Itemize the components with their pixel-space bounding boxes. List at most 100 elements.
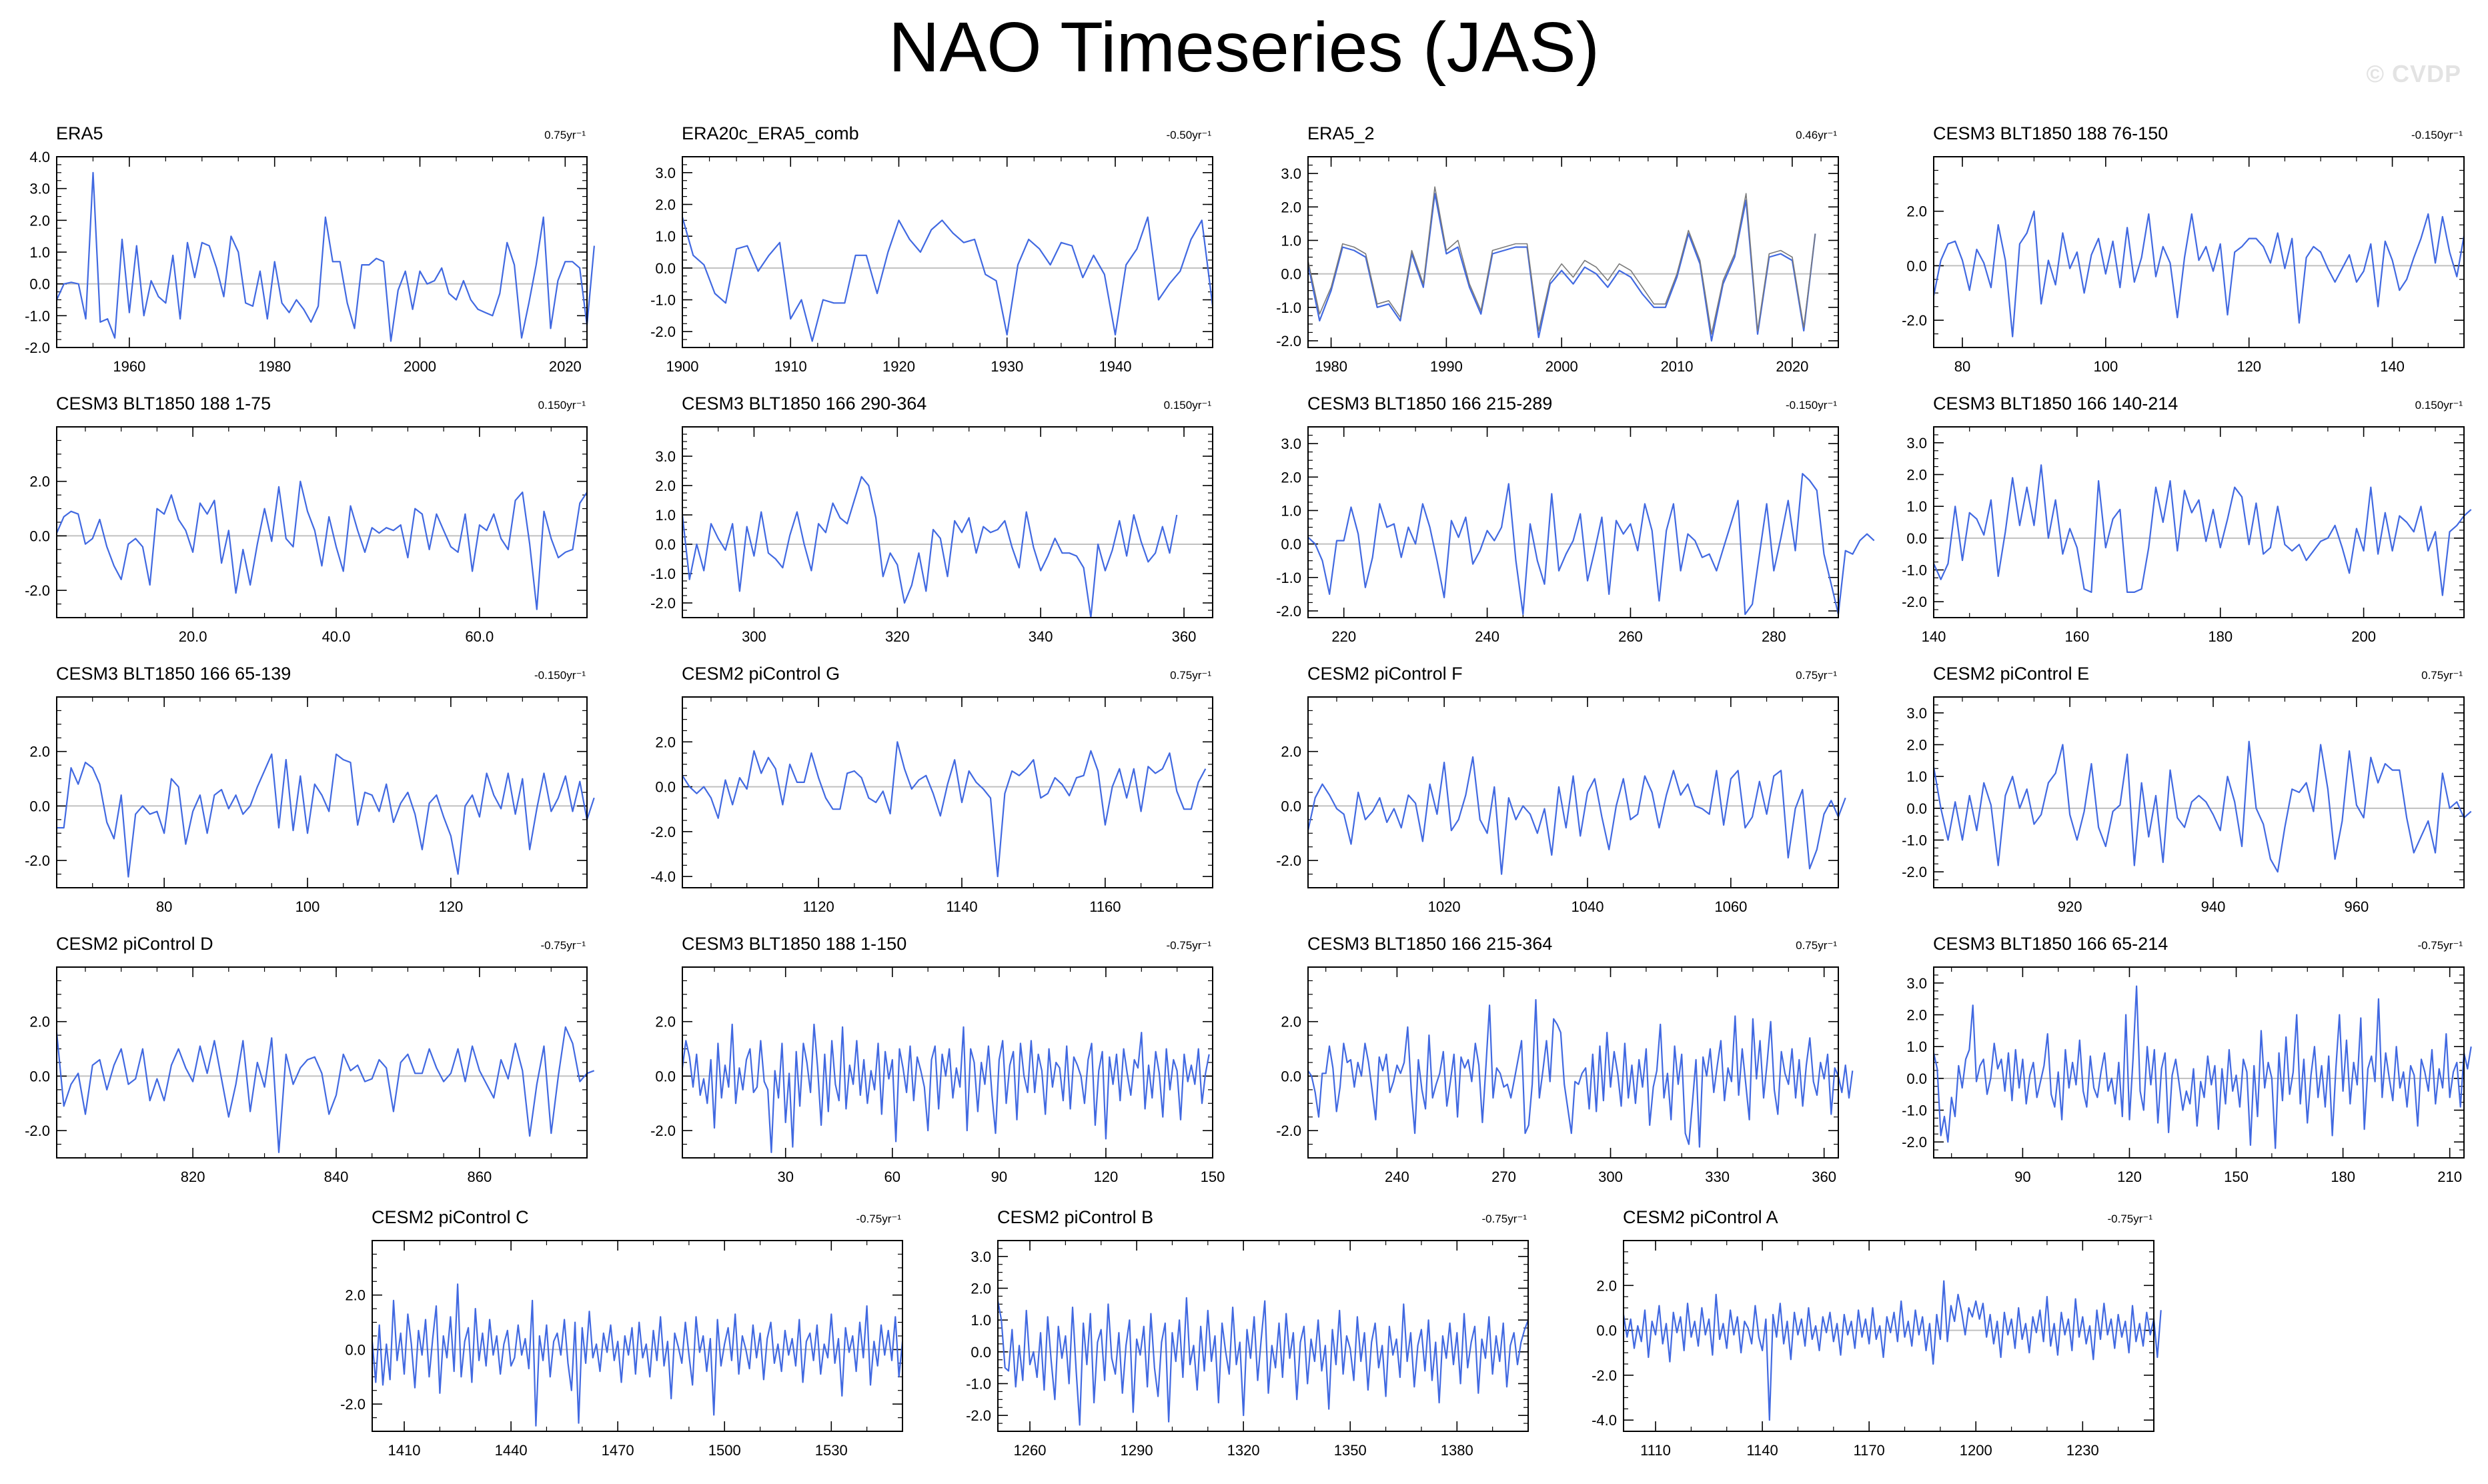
panel-title: CESM2 piControl A (1623, 1207, 1778, 1227)
y-tick-label: 2.0 (1906, 203, 1927, 220)
panel-2: ERA20c_ERA5_comb -0.50yr⁻¹ 1900 1910 1920 193… (650, 123, 1214, 375)
y-tick-label: -2.0 (1902, 864, 1927, 880)
y-tick-label: 3.0 (1281, 436, 1301, 452)
panel-title: CESM3 BLT1850 188 76-150 (1933, 123, 2168, 143)
x-tick-label: 2000 (1545, 358, 1578, 375)
x-tick-label: 1940 (1099, 358, 1132, 375)
y-tick-label: -1.0 (650, 292, 676, 309)
x-tick-label: 2010 (1661, 358, 1694, 375)
y-tick-label: 1.0 (1281, 502, 1301, 519)
panel-title: ERA5_2 (1307, 123, 1375, 143)
plot-frame (1933, 696, 2465, 888)
series-line (1932, 740, 2472, 873)
x-tick-label: 360 (1172, 628, 1197, 645)
plot-frame (1307, 696, 1839, 888)
x-tick-label: 820 (181, 1169, 205, 1185)
y-tick-label: -2.0 (25, 582, 50, 599)
y-tick-label: 3.0 (1906, 705, 1927, 722)
y-tick-label: 3.0 (1281, 165, 1301, 182)
x-tick-label: 1930 (991, 358, 1023, 375)
trend-label: -0.75yr⁻¹ (1166, 939, 1211, 952)
y-tick-label: -2.0 (1592, 1367, 1617, 1384)
panel-6: CESM3 BLT1850 166 290-364 0.150yr⁻¹ 300 320… (650, 394, 1213, 645)
series-line (1307, 186, 1816, 335)
x-tick-label: 300 (1598, 1169, 1623, 1185)
panel-16: CESM3 BLT1850 166 65-214 -0.75yr⁻¹ 90 120 15… (1902, 934, 2472, 1185)
panel-1: ERA5 0.75yr⁻¹ 1960 1980 2000 2020 -2.0 -1.0 0.0 1… (25, 123, 595, 375)
x-tick-label: 100 (295, 898, 320, 915)
y-tick-label: 2.0 (655, 1014, 676, 1030)
y-tick-label: 3.0 (1906, 435, 1927, 452)
y-tick-label: 2.0 (655, 478, 676, 494)
trend-label: -0.75yr⁻¹ (856, 1213, 901, 1225)
x-tick-label: 1120 (802, 898, 834, 915)
y-tick-label: -1.0 (1902, 1102, 1927, 1119)
y-tick-label: 0.0 (655, 1068, 676, 1084)
trend-label: -0.75yr⁻¹ (2417, 939, 2463, 952)
x-tick-label: 120 (2117, 1169, 2142, 1185)
y-tick-label: -2.0 (966, 1407, 991, 1424)
x-tick-label: 1170 (1853, 1442, 1884, 1459)
y-tick-label: 4.0 (29, 149, 50, 165)
x-tick-label: 1110 (1640, 1442, 1671, 1459)
panel-4: CESM3 BLT1850 188 76-150 -0.150yr⁻¹ 80 100 1… (1902, 123, 2465, 375)
x-tick-label: 340 (1029, 628, 1053, 645)
y-tick-label: -1.0 (1276, 570, 1301, 586)
panel-title: CESM3 BLT1850 166 140-214 (1933, 394, 2178, 414)
plot-frame (1307, 156, 1839, 348)
y-tick-label: 2.0 (1906, 467, 1927, 484)
y-tick-label: -2.0 (25, 1123, 50, 1139)
x-tick-label: 60 (884, 1169, 900, 1185)
x-tick-label: 1140 (946, 898, 977, 915)
x-tick-label: 920 (2058, 898, 2082, 915)
y-tick-label: 2.0 (29, 744, 50, 760)
x-tick-label: 330 (1705, 1169, 1730, 1185)
x-tick-label: 90 (991, 1169, 1007, 1185)
plot-frame (56, 966, 588, 1159)
plot-frame (56, 156, 588, 348)
panel-title: ERA20c_ERA5_comb (682, 123, 859, 143)
y-tick-label: 0.0 (29, 276, 50, 293)
series-line (55, 1026, 595, 1153)
y-tick-label: 0.0 (1906, 1070, 1927, 1087)
y-tick-label: 2.0 (1281, 744, 1301, 760)
y-tick-label: 2.0 (1906, 737, 1927, 754)
y-tick-label: 1.0 (1906, 1038, 1927, 1055)
x-tick-label: 2020 (1776, 358, 1808, 375)
x-tick-label: 1980 (1315, 358, 1347, 375)
plot-frame (997, 1240, 1529, 1432)
series-line (1307, 473, 1875, 616)
x-tick-label: 1350 (1334, 1442, 1367, 1459)
panel-11: CESM2 piControl F 0.75yr⁻¹ 1020 1040 1060 -2.… (1276, 664, 1846, 915)
x-tick-label: 280 (1762, 628, 1786, 645)
panel-title: CESM2 piControl D (56, 934, 213, 954)
series-line (1932, 210, 2465, 337)
series-line (681, 476, 1178, 619)
x-tick-label: 1320 (1227, 1442, 1260, 1459)
x-tick-label: 240 (1475, 628, 1499, 645)
x-tick-label: 200 (2351, 628, 2376, 645)
x-tick-label: 320 (885, 628, 910, 645)
x-tick-label: 860 (467, 1169, 492, 1185)
x-tick-label: 80 (1954, 358, 1970, 375)
y-tick-label: 0.0 (1906, 800, 1927, 817)
series-line (1932, 985, 2472, 1149)
x-tick-label: 1230 (2066, 1442, 2099, 1459)
plot-frame (682, 426, 1213, 618)
y-tick-label: -2.0 (650, 595, 676, 612)
y-tick-label: -2.0 (1276, 603, 1301, 620)
y-tick-label: 3.0 (655, 448, 676, 465)
trend-label: -0.150yr⁻¹ (534, 669, 586, 682)
y-tick-label: 1.0 (655, 228, 676, 245)
x-tick-label: 30 (777, 1169, 793, 1185)
panel-title: CESM2 piControl E (1933, 664, 2089, 684)
x-tick-label: 270 (1491, 1169, 1516, 1185)
x-tick-label: 1960 (113, 358, 145, 375)
y-tick-label: 0.0 (29, 798, 50, 814)
x-tick-label: 1920 (882, 358, 915, 375)
series-line (997, 1297, 1529, 1426)
plot-frame (682, 966, 1213, 1159)
x-tick-label: 2020 (549, 358, 582, 375)
x-tick-label: 1200 (1960, 1442, 1992, 1459)
